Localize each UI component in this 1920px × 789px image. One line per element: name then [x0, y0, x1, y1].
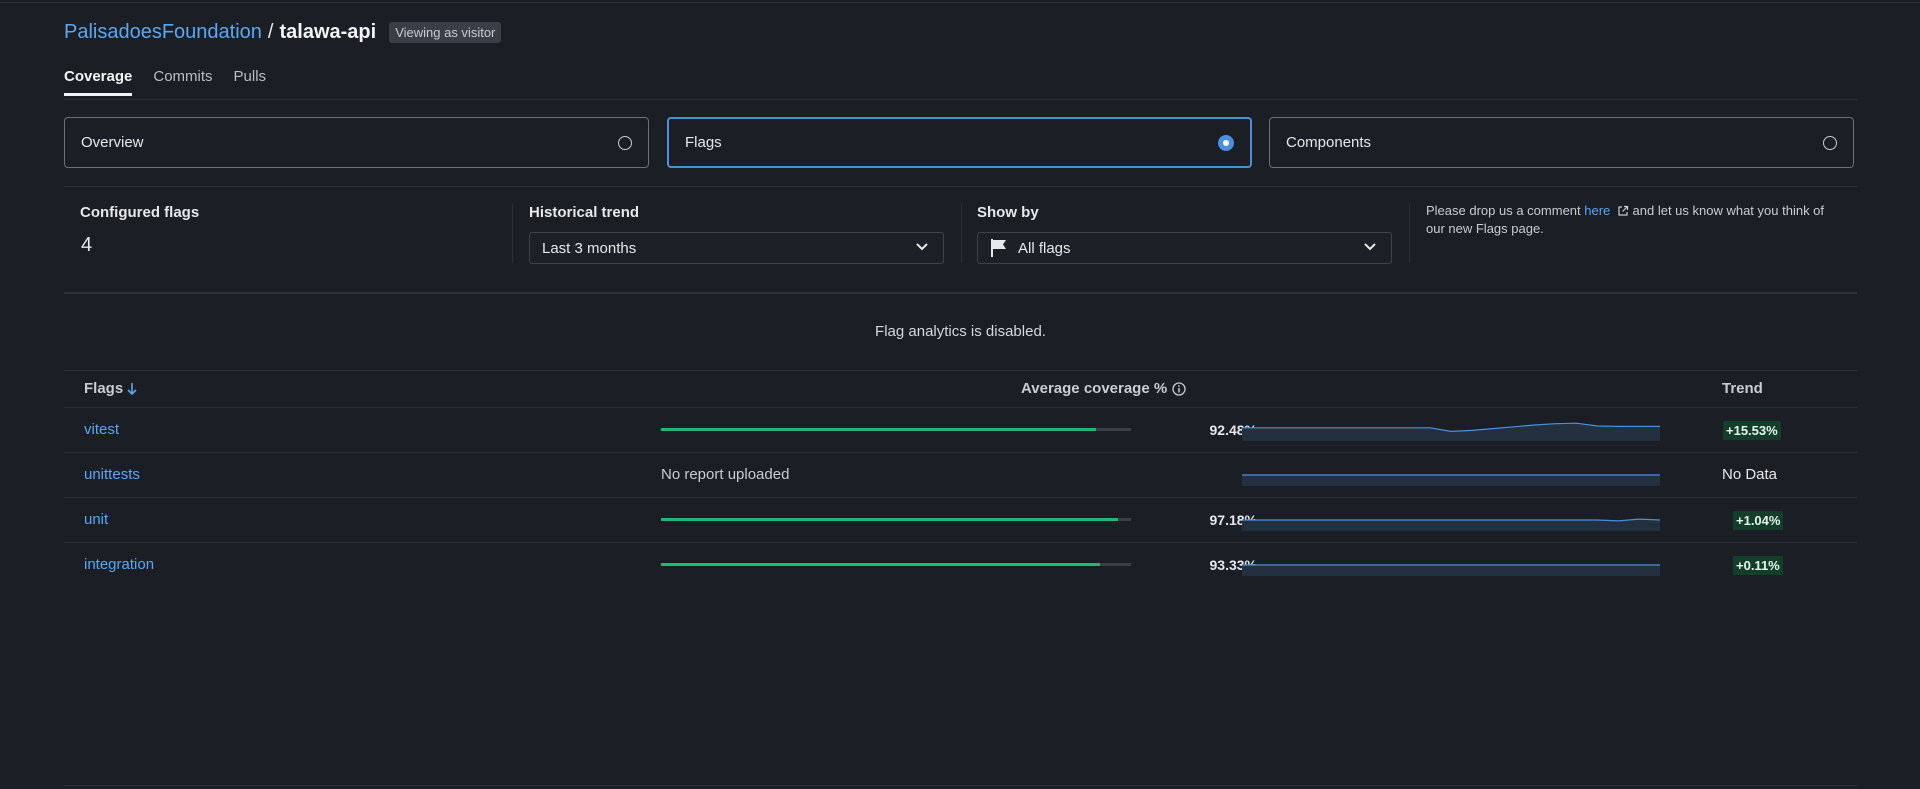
sparkline-area: [1242, 519, 1660, 531]
row-divider: [64, 542, 1857, 543]
feedback-link[interactable]: here: [1584, 203, 1611, 218]
coverage-bar: [661, 563, 1131, 566]
org-link[interactable]: PalisadoesFoundation: [64, 20, 262, 43]
breadcrumb-separator: /: [267, 20, 274, 43]
sparkline: [1242, 518, 1660, 531]
row-divider: [64, 452, 1857, 453]
tabs-divider: [64, 99, 1857, 100]
controls-separator: [512, 203, 513, 263]
repo-header: PalisadoesFoundation / talawa-api Viewin…: [64, 20, 502, 44]
repo-tabs: Coverage Commits Pulls: [64, 68, 287, 96]
trend-no-data: No Data: [1722, 466, 1778, 483]
flag-icon: [990, 238, 1008, 258]
coverage-bar: [661, 518, 1131, 521]
flag-name-link[interactable]: vitest: [84, 421, 120, 438]
view-option-label: Flags: [685, 134, 722, 151]
sparkline: [1242, 474, 1660, 486]
configured-flags-count: 4: [81, 234, 93, 256]
show-by-select[interactable]: All flags: [977, 232, 1392, 264]
sparkline: [1242, 564, 1660, 576]
column-header-flags-label: Flags: [84, 380, 124, 397]
info-icon[interactable]: [1172, 381, 1186, 396]
view-option-components[interactable]: Components: [1269, 117, 1854, 168]
historical-trend-select[interactable]: Last 3 months: [529, 232, 944, 264]
coverage-bar-fill: [661, 428, 1096, 431]
sparkline-area: [1242, 475, 1660, 486]
coverage-bar-fill: [661, 563, 1100, 566]
column-header-flags[interactable]: Flags: [84, 380, 138, 397]
feedback-suffix: and let us know what you think of our ne…: [1426, 203, 1825, 236]
column-header-trend[interactable]: Trend: [1722, 380, 1763, 397]
coverage-percent: 93.33%: [1209, 557, 1257, 573]
configured-flags-label: Configured flags: [80, 204, 200, 221]
view-option-overview[interactable]: Overview: [64, 117, 649, 168]
repo-name: talawa-api: [279, 20, 377, 43]
table-header-divider: [64, 407, 1857, 408]
external-link-icon[interactable]: [1617, 205, 1629, 221]
flag-name-link[interactable]: integration: [84, 556, 155, 573]
top-divider: [0, 2, 1920, 3]
radio-unchecked-icon: [618, 135, 632, 150]
analytics-disabled-message: Flag analytics is disabled.: [875, 323, 1046, 340]
tab-coverage[interactable]: Coverage: [64, 68, 133, 96]
view-option-label: Components: [1286, 134, 1372, 151]
sparkline-line: [1242, 518, 1660, 522]
visitor-badge: Viewing as visitor: [389, 21, 502, 43]
column-header-coverage-label: Average coverage %: [1021, 380, 1168, 397]
cards-divider: [64, 186, 1857, 187]
flag-name-link[interactable]: unit: [84, 511, 109, 528]
trend-badge: +0.11%: [1733, 556, 1783, 575]
radio-checked-icon: [1218, 134, 1234, 151]
sparkline-area: [1242, 423, 1660, 441]
controls-separator: [961, 203, 962, 263]
sparkline-area: [1242, 565, 1660, 576]
tab-commits[interactable]: Commits: [153, 68, 213, 85]
view-option-label: Overview: [81, 134, 144, 151]
chevron-down-icon: [915, 239, 929, 257]
coverage-bar: [661, 428, 1131, 431]
historical-trend-value: Last 3 months: [542, 239, 637, 257]
flag-name-link[interactable]: unittests: [84, 466, 140, 483]
row-divider: [64, 497, 1857, 498]
no-report-text: No report uploaded: [661, 466, 790, 483]
sort-arrow-down-icon: [126, 382, 138, 396]
chevron-down-icon: [1363, 239, 1377, 257]
coverage-percent: 97.18%: [1209, 512, 1257, 528]
historical-trend-label: Historical trend: [529, 204, 640, 221]
radio-unchecked-icon: [1823, 135, 1837, 150]
controls-divider: [64, 292, 1857, 294]
trend-badge: +1.04%: [1733, 511, 1784, 530]
feedback-note: Please drop us a comment here and let us…: [1426, 203, 1846, 237]
column-header-coverage[interactable]: Average coverage %: [1021, 380, 1186, 397]
coverage-bar-fill: [661, 518, 1118, 521]
show-by-value: All flags: [1018, 239, 1071, 257]
sparkline-line: [1242, 422, 1660, 433]
controls-separator: [1409, 203, 1410, 263]
trend-badge: +15.53%: [1723, 421, 1781, 440]
feedback-prefix: Please drop us a comment: [1426, 203, 1585, 218]
bottom-divider: [64, 785, 1857, 786]
tab-pulls[interactable]: Pulls: [233, 68, 267, 85]
coverage-percent: 92.48%: [1209, 422, 1257, 438]
sparkline: [1242, 422, 1660, 441]
table-top-divider: [64, 370, 1857, 371]
column-header-trend-label: Trend: [1722, 380, 1763, 397]
show-by-label: Show by: [977, 204, 1039, 221]
view-option-flags[interactable]: Flags: [667, 117, 1252, 168]
